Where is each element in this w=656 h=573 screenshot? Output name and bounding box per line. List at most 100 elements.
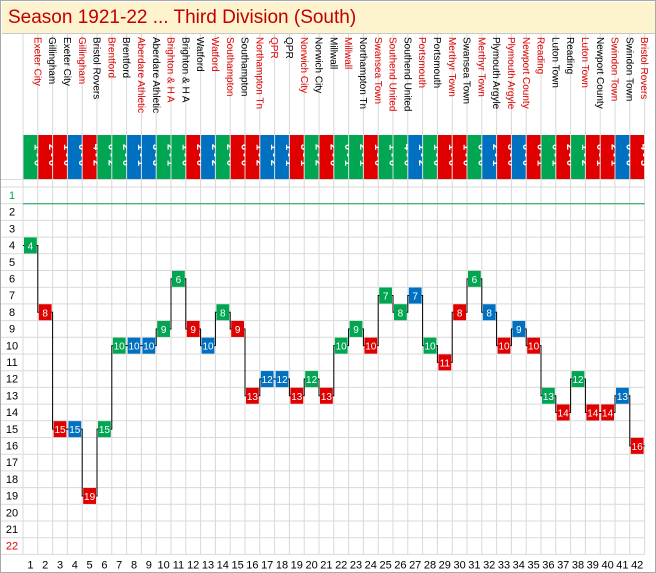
opponent-label: Reading xyxy=(564,37,575,74)
score-cell xyxy=(201,135,215,179)
position-marker-label: 8 xyxy=(398,308,404,319)
position-marker xyxy=(53,421,67,438)
score-cell xyxy=(408,135,423,179)
y-tick-label: 1 xyxy=(9,190,15,202)
opponent-label: Plymouth Argyle xyxy=(505,37,516,110)
x-tick-label: 32 xyxy=(483,559,495,571)
x-tick-label: 30 xyxy=(453,559,465,571)
score-cell xyxy=(571,135,585,179)
position-marker xyxy=(275,371,289,388)
position-marker xyxy=(186,320,200,337)
position-marker-label: 9 xyxy=(190,325,196,336)
opponent-label: Millwall xyxy=(342,37,353,69)
x-tick-label: 10 xyxy=(157,559,169,571)
position-step-line xyxy=(23,244,645,497)
x-tick-label: 16 xyxy=(246,559,258,571)
x-tick-label: 28 xyxy=(424,559,436,571)
score-cell xyxy=(141,135,156,179)
y-tick-label: 11 xyxy=(6,357,17,369)
score-cell xyxy=(38,135,53,179)
score-label: 4 - 5 xyxy=(638,144,650,166)
opponent-label: Brentford xyxy=(120,37,131,78)
opponent-header-bg xyxy=(1,34,655,135)
score-cell xyxy=(319,135,334,179)
position-marker-label: 10 xyxy=(498,342,510,353)
y-tick-label: 8 xyxy=(9,307,15,319)
position-marker xyxy=(305,371,318,388)
opponent-label: Aberdare Athletic xyxy=(150,37,161,113)
opponent-label: Aberdare Athletic xyxy=(135,37,146,113)
position-marker xyxy=(527,337,540,354)
opponent-label: Swansea Town xyxy=(461,37,472,104)
opponent-label: Southend United xyxy=(401,37,412,112)
position-marker xyxy=(408,287,422,304)
score-cell xyxy=(497,135,511,179)
x-tick-label: 39 xyxy=(587,559,599,571)
position-marker-label: 10 xyxy=(143,342,155,353)
x-tick-label: 2 xyxy=(42,559,48,571)
position-marker xyxy=(453,304,466,321)
position-marker-label: 7 xyxy=(383,292,389,303)
x-tick-label: 38 xyxy=(572,559,584,571)
x-tick-label: 4 xyxy=(72,559,78,571)
score-cell xyxy=(349,135,363,179)
position-marker xyxy=(112,337,126,354)
opponent-label: Portsmouth xyxy=(431,37,442,88)
position-marker-label: 10 xyxy=(365,342,377,353)
y-tick-label: 15 xyxy=(6,424,18,436)
position-marker-label: 15 xyxy=(54,425,66,436)
opponent-label: Southampton xyxy=(224,37,235,96)
x-tick-label: 33 xyxy=(498,559,510,571)
score-cell xyxy=(482,135,497,179)
score-cell xyxy=(260,135,275,179)
opponent-label: Portsmouth xyxy=(416,37,427,88)
position-marker xyxy=(394,304,407,321)
score-cell xyxy=(615,135,630,179)
opponent-label: Luton Town xyxy=(579,37,590,88)
position-marker xyxy=(172,270,185,287)
x-tick-label: 31 xyxy=(468,559,480,571)
opponent-label: Norwich City xyxy=(313,37,324,93)
position-marker-label: 14 xyxy=(558,408,570,419)
score-cell xyxy=(112,135,127,179)
position-marker xyxy=(497,337,511,354)
position-marker xyxy=(320,387,333,404)
x-tick-label: 1 xyxy=(27,559,33,571)
score-cell xyxy=(23,135,38,179)
x-tick-label: 13 xyxy=(202,559,214,571)
x-tick-label: 3 xyxy=(57,559,63,571)
position-marker-label: 9 xyxy=(516,325,522,336)
position-marker xyxy=(246,387,259,404)
position-marker xyxy=(216,304,230,321)
position-marker xyxy=(83,487,96,504)
x-tick-label: 22 xyxy=(335,559,347,571)
position-marker-label: 10 xyxy=(528,342,540,353)
opponent-label: Watford xyxy=(209,37,220,72)
score-cell xyxy=(97,135,112,179)
x-tick-label: 6 xyxy=(101,559,107,571)
position-marker-label: 9 xyxy=(161,325,167,336)
opponent-label: Plymouth Argyle xyxy=(490,37,501,110)
position-marker xyxy=(231,320,244,337)
score-cell xyxy=(526,135,541,179)
opponent-label: Bristol Rovers xyxy=(91,37,102,99)
opponent-label: Swansea Town xyxy=(372,37,383,104)
x-tick-label: 14 xyxy=(217,559,229,571)
x-tick-label: 23 xyxy=(350,559,362,571)
position-marker-label: 13 xyxy=(543,392,555,403)
position-marker xyxy=(142,337,156,354)
score-cell xyxy=(275,135,289,179)
x-tick-label: 19 xyxy=(291,559,303,571)
opponent-label: Bristol Rovers xyxy=(638,37,649,99)
position-marker xyxy=(630,437,644,454)
opponent-label: Northampton Tn xyxy=(253,37,264,109)
position-marker-label: 4 xyxy=(28,241,34,252)
position-marker xyxy=(571,371,585,388)
x-tick-label: 9 xyxy=(146,559,152,571)
position-marker-label: 6 xyxy=(176,275,182,286)
x-tick-label: 15 xyxy=(231,559,243,571)
position-marker xyxy=(364,337,378,354)
x-tick-label: 34 xyxy=(513,559,525,571)
position-marker xyxy=(586,404,600,421)
